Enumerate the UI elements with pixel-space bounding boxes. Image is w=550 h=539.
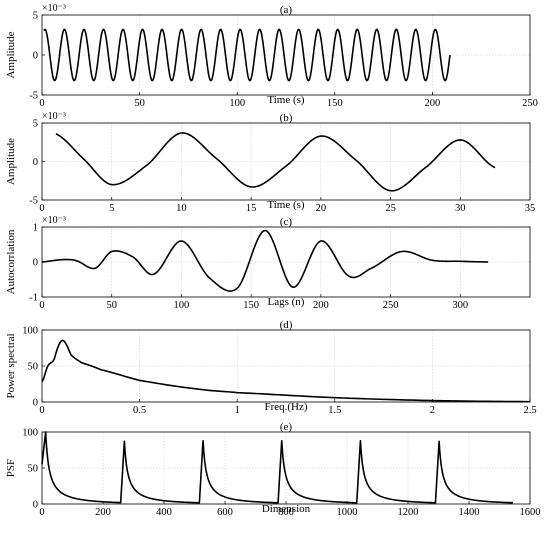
- x-axis-label: Time (s): [267, 94, 305, 106]
- y-tick-label: 0: [33, 500, 38, 511]
- x-axis-label: Time (s): [267, 199, 305, 211]
- series-line-e: [41, 431, 514, 504]
- x-tick-label: 25: [385, 203, 396, 214]
- panel-a: 0 50 100 150 200 250-505 (a)Time (s)Amplitude×…: [5, 3, 538, 109]
- y-tick-label: 5: [33, 119, 38, 130]
- x-tick-label: 1000: [337, 507, 358, 518]
- x-tick-label: 600: [217, 507, 233, 518]
- x-tick-label: 0: [39, 405, 44, 416]
- x-tick-label: 150: [243, 300, 259, 311]
- y-tick-label: 100: [22, 326, 38, 337]
- panels: 0 50 100 150 200 250-505 (a)Time (s)Amplitude×…: [5, 3, 541, 518]
- x-tick-label: 35: [525, 203, 536, 214]
- x-tick-label: 100: [174, 300, 190, 311]
- y-tick-label: 0: [33, 398, 38, 409]
- y-tick-label: 100: [22, 428, 38, 439]
- y-axis-label: Autocorrlation: [5, 229, 17, 294]
- y-tick-label: 0: [33, 51, 38, 62]
- y-tick-label: 50: [28, 362, 39, 373]
- y-tick-label: 50: [28, 464, 39, 475]
- panel-title: (a): [280, 4, 293, 16]
- x-tick-label: 250: [383, 300, 399, 311]
- panel-title: (e): [280, 421, 293, 433]
- y-tick-label: 1: [33, 223, 38, 234]
- x-tick-label: 300: [452, 300, 468, 311]
- x-tick-label: 30: [455, 203, 466, 214]
- x-tick-label: 200: [425, 98, 441, 109]
- x-tick-label: 200: [95, 507, 111, 518]
- x-tick-label: 50: [106, 300, 117, 311]
- x-tick-label: 15: [246, 203, 257, 214]
- x-tick-label: 400: [156, 507, 172, 518]
- x-tick-label: 50: [134, 98, 145, 109]
- y-tick-label: -5: [29, 196, 38, 207]
- x-tick-label: 150: [327, 98, 343, 109]
- x-tick-label: 1200: [398, 507, 419, 518]
- series-line-b: [55, 132, 496, 192]
- y-tick-label: -1: [29, 293, 38, 304]
- panel-title: (b): [280, 112, 293, 124]
- x-tick-label: 0: [39, 300, 44, 311]
- x-axis-label: Dimension: [262, 503, 311, 515]
- panel-e: 0 200 400 600 800 1000 1200 1400 1600 0 50 100 (e) Di…: [5, 421, 541, 518]
- axis-multiplier: ×10⁻³: [42, 111, 66, 122]
- y-axis-label: PSF: [5, 459, 17, 477]
- x-tick-label: 1: [235, 405, 240, 416]
- panel-title: (d): [280, 319, 293, 331]
- x-tick-label: 1600: [520, 507, 541, 518]
- y-axis-label: Amplitude: [5, 31, 17, 78]
- x-tick-label: 5: [109, 203, 114, 214]
- y-axis-label: Power spectral: [5, 333, 17, 398]
- series-line-a: [43, 28, 451, 82]
- x-tick-label: 1.5: [328, 405, 341, 416]
- x-tick-label: 200: [313, 300, 329, 311]
- x-tick-label: 0: [39, 203, 44, 214]
- axis-multiplier: ×10⁻³: [42, 3, 66, 14]
- y-tick-label: 0: [33, 258, 38, 269]
- x-axis-label: Lags (n): [268, 296, 305, 308]
- panel-b: 0 5 10 15 20 25 30 35-505 (b)Time (s)Amplitude×1…: [5, 111, 535, 214]
- x-tick-label: 800: [278, 507, 294, 518]
- x-tick-label: 0: [39, 507, 44, 518]
- x-axis-label: Freq.(Hz): [264, 401, 307, 413]
- y-tick-label: 0: [33, 157, 38, 168]
- panel-c: 0 50 100 150 200 250 300-101 (c)Lags (n)Autocor…: [5, 215, 531, 311]
- x-tick-label: 0.5: [133, 405, 146, 416]
- x-tick-label: 0: [39, 98, 44, 109]
- y-axis-label: Amplitude: [5, 138, 17, 185]
- x-tick-label: 2: [430, 405, 435, 416]
- x-tick-label: 10: [176, 203, 187, 214]
- x-tick-label: 100: [229, 98, 245, 109]
- x-tick-label: 1400: [459, 507, 480, 518]
- panel-d: 0 0.5 1 1.5 2 2.5 0 50 100 (d) Freq.(Hz) Power spec…: [5, 319, 537, 416]
- axis-multiplier: ×10⁻³: [42, 215, 66, 226]
- panel-title: (c): [280, 216, 293, 228]
- y-tick-label: 5: [33, 11, 38, 22]
- x-tick-label: 20: [316, 203, 327, 214]
- x-tick-label: 250: [522, 98, 538, 109]
- series-line-c: [41, 229, 489, 292]
- x-tick-label: 2.5: [523, 405, 536, 416]
- series-line-d: [41, 339, 531, 403]
- y-tick-label: -5: [29, 91, 38, 102]
